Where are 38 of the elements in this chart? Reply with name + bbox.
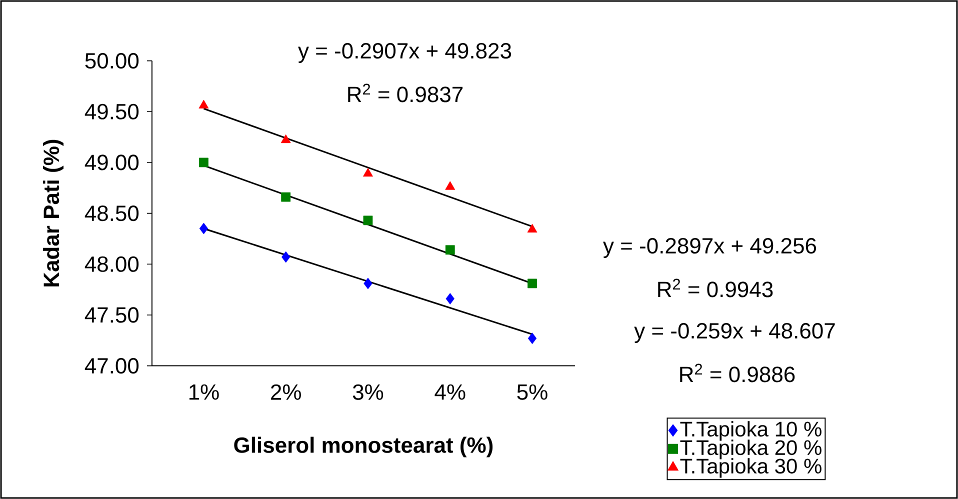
point [198,100,209,108]
x-tick-label: 1% [189,384,219,400]
y-tick-label: 49.50 [84,104,139,120]
y-tick-label: 50.00 [85,53,139,69]
legend-label: T.Tapioka 10 % [680,421,822,441]
annotation: R$^{2}$ = 0.9837 [348,84,463,102]
text: y = -0.259x + 48.607 [634,323,835,343]
text: R$^{2}$ = 0.9943 [658,278,773,298]
x-tick-label: 3% [352,384,384,400]
point [446,293,454,304]
point [445,181,456,190]
point [363,168,373,177]
y-tick-label: 48.50 [84,206,139,222]
point [363,216,373,226]
point [364,278,372,290]
point [528,332,537,344]
point [280,134,291,144]
point [528,278,537,288]
x-tick-label: 5% [517,384,548,400]
text: R$^{2}$ = 0.9886 [680,364,795,382]
text: y = -0.2897x + 49.256 [603,238,816,258]
y-tick-label: 48.00 [84,256,139,272]
x-tick-label: 4% [434,384,466,400]
legend-label: T.Tapioka 20 % [680,440,822,460]
y-tick-label: 47.00 [84,358,139,374]
x-tick-label: 2% [271,384,301,400]
y-axis-title: Kadar Pati (%) [43,140,64,286]
point [199,222,208,234]
legend-label: T.Tapioka 30 % [680,458,822,478]
point [199,158,208,168]
annotation: y = -0.2907x + 49.823 [298,43,512,63]
y-tick-label: 49.00 [84,154,139,170]
point [445,245,455,255]
point [281,192,291,202]
x-axis-title: Gliserol monostearat (%) [234,436,493,458]
point [282,251,290,263]
point [527,224,538,233]
y-tick-label: 47.50 [84,307,139,323]
